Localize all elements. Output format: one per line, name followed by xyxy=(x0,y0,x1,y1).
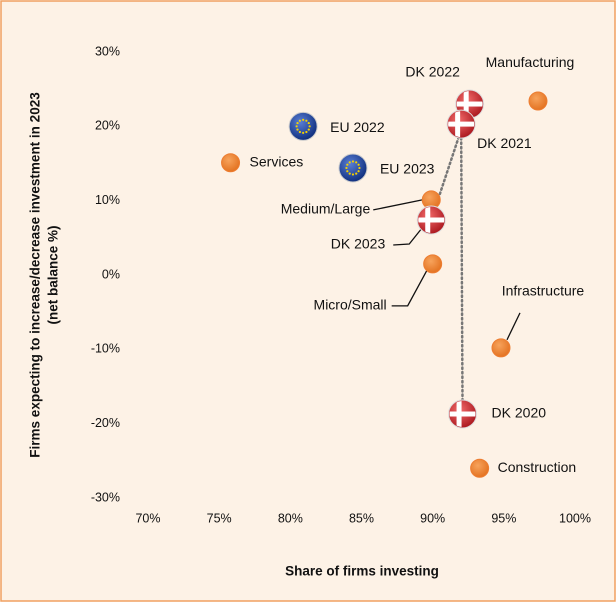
y-tick-label: 20% xyxy=(95,119,120,133)
point-marker xyxy=(423,254,443,274)
point-label: DK 2023 xyxy=(331,236,386,252)
y-tick-label: 30% xyxy=(95,44,120,58)
point-label: Construction xyxy=(498,459,577,475)
point-label: EU 2023 xyxy=(380,161,435,177)
flag-eu xyxy=(288,111,318,141)
star xyxy=(307,128,310,131)
leader-line xyxy=(506,312,521,341)
star xyxy=(355,161,358,164)
dot xyxy=(528,91,548,111)
star xyxy=(345,166,348,170)
star xyxy=(308,125,311,128)
star xyxy=(355,172,358,175)
flag-cross xyxy=(449,401,476,428)
dot xyxy=(491,338,511,358)
star xyxy=(357,163,360,166)
point-marker xyxy=(288,111,318,141)
point-label: Manufacturing xyxy=(486,54,575,70)
cross-h xyxy=(456,101,483,107)
x-tick-label: 85% xyxy=(349,511,374,525)
cross-h xyxy=(418,217,445,223)
star xyxy=(348,172,351,175)
point-marker xyxy=(528,91,548,111)
star xyxy=(351,173,355,176)
point-label: Services xyxy=(250,153,304,169)
leader-line xyxy=(393,228,422,246)
point-label: DK 2021 xyxy=(477,135,532,151)
x-tick-label: 70% xyxy=(135,511,160,525)
star xyxy=(298,130,301,134)
flag-eu xyxy=(338,153,368,183)
point-marker xyxy=(491,338,511,358)
star xyxy=(296,128,299,131)
x-tick-label: 90% xyxy=(420,511,445,525)
dot xyxy=(423,254,443,274)
y-tick-label: 10% xyxy=(95,193,120,207)
star xyxy=(298,119,301,122)
point-label: Infrastructure xyxy=(502,283,585,299)
star xyxy=(305,130,308,134)
cross-h xyxy=(449,411,476,417)
dot xyxy=(221,153,241,173)
point-label: Micro/Small xyxy=(314,297,387,313)
flag-cross xyxy=(448,111,475,138)
y-tick-label: -20% xyxy=(91,416,120,430)
star xyxy=(302,118,305,121)
point-label: EU 2022 xyxy=(330,119,385,135)
star xyxy=(357,170,360,173)
point-marker xyxy=(416,205,446,235)
flag-cross xyxy=(418,206,445,233)
y-tick-label: -30% xyxy=(91,490,120,504)
star xyxy=(351,160,355,163)
leader-line xyxy=(373,199,423,211)
y-tick-label: 0% xyxy=(102,267,120,281)
point-marker xyxy=(338,153,368,183)
point-marker xyxy=(470,458,490,478)
y-axis-title-line: Firms expecting to increase/decrease inv… xyxy=(28,92,43,458)
point-marker xyxy=(221,153,241,173)
star xyxy=(346,170,349,173)
point-label: Medium/Large xyxy=(281,201,371,217)
x-axis-title: Share of firms investing xyxy=(285,564,439,579)
cross-h xyxy=(448,121,475,127)
star xyxy=(305,119,308,122)
point-label: DK 2020 xyxy=(492,405,547,421)
star xyxy=(302,131,305,134)
star xyxy=(358,166,361,170)
star xyxy=(346,163,349,166)
point-marker xyxy=(448,399,478,429)
x-tick-label: 95% xyxy=(491,511,516,525)
x-tick-label: 100% xyxy=(559,511,591,525)
y-axis-title-line: (net balance %) xyxy=(46,225,61,324)
point-label: DK 2022 xyxy=(405,64,460,80)
dot xyxy=(470,458,490,478)
star xyxy=(296,121,299,125)
leader-line xyxy=(391,270,428,307)
star xyxy=(295,125,298,128)
star xyxy=(307,121,310,125)
flag-cross xyxy=(456,91,483,118)
y-axis-title: Firms expecting to increase/decrease inv… xyxy=(28,92,61,458)
x-tick-label: 75% xyxy=(207,511,232,525)
x-tick-label: 80% xyxy=(278,511,303,525)
star xyxy=(348,161,351,164)
point-marker xyxy=(446,109,476,139)
y-tick-label: -10% xyxy=(91,342,120,356)
